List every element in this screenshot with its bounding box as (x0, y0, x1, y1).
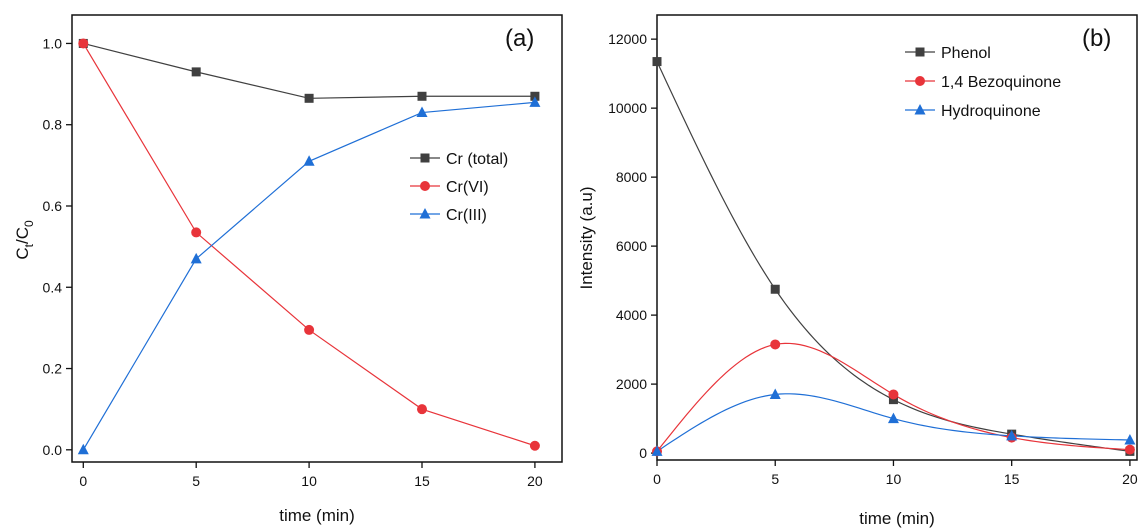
y-tick-label: 0.8 (43, 117, 63, 133)
data-point-cr-iii (416, 106, 428, 118)
data-point-cr-vi (78, 38, 89, 49)
data-point-hydroquinone (1006, 429, 1018, 441)
series-line-cr-vi (82, 43, 536, 447)
x-tick-label: 15 (414, 473, 430, 489)
data-point-cr-total (304, 93, 314, 103)
data-point-hydroquinone (769, 388, 781, 399)
panel-b-legend: Phenol 1,4 Bezoquinone Hydroquinone (905, 45, 1061, 120)
legend-label-cr-vi: Cr(VI) (446, 179, 489, 196)
panel-b-label: (b) (1082, 25, 1111, 52)
x-tick-label: 15 (1004, 471, 1020, 487)
data-point-cr-iii (303, 155, 315, 166)
panel-a-x-axis-title: time (min) (279, 506, 355, 525)
panel-b-x-axis-title: time (min) (859, 509, 935, 528)
y-tick-label: 2000 (616, 376, 647, 392)
x-tick-label: 5 (771, 471, 779, 487)
data-point-cr-iii (190, 252, 202, 264)
legend-label-phenol: Phenol (941, 45, 991, 62)
series-line-cr-total (83, 42, 535, 99)
data-point-1-4-bezoquinone (1124, 444, 1135, 455)
data-point-hydroquinone (887, 412, 899, 424)
legend-label-hydroquinone: Hydroquinone (941, 103, 1041, 120)
legend-marker-hydroquinone (914, 104, 926, 115)
panel-a-ticks: 0 5 10 15 20 0.0 0.2 0.4 0.6 0.8 1.0 (43, 35, 543, 489)
panel-a-y-axis-title-slash: /C (13, 227, 32, 244)
y-tick-label: 0.0 (43, 442, 63, 458)
y-tick-label: 12000 (608, 31, 647, 47)
panel-a-series-lines (82, 42, 536, 451)
panel-a-y-axis-title-sub2: 0 (22, 220, 36, 227)
data-point-cr-total (530, 91, 540, 101)
panel-a-y-axis-title-sub1: t (22, 243, 36, 247)
y-tick-label: 0.4 (43, 279, 63, 295)
panel-b-ticks: 0 5 10 15 20 0 2000 4000 6000 8000 10000 12000 (608, 31, 1138, 487)
legend-label-cr-total: Cr (total) (446, 151, 508, 168)
y-tick-label: 6000 (616, 238, 647, 254)
x-tick-label: 10 (301, 473, 317, 489)
x-tick-label: 0 (79, 473, 87, 489)
y-tick-label: 10000 (608, 100, 647, 116)
legend-marker-cr-iii (419, 208, 431, 219)
data-point-cr-total (417, 91, 427, 101)
data-point-1-4-bezoquinone (770, 339, 781, 350)
legend-marker-cr-vi (420, 181, 430, 191)
data-point-phenol (652, 57, 662, 67)
data-point-cr-vi (191, 227, 202, 238)
panel-b-plot-frame (656, 14, 1138, 461)
y-tick-label: 0 (639, 445, 647, 461)
panel-b-y-axis-title: Intensity (a.u) (577, 187, 596, 290)
legend-label-1-4-bezoquinone: 1,4 Bezoquinone (941, 74, 1061, 91)
panel-a-series-markers (77, 38, 541, 455)
y-tick-label: 0.2 (43, 361, 63, 377)
x-tick-label: 20 (1122, 471, 1138, 487)
data-point-hydroquinone (1124, 433, 1136, 445)
y-tick-label: 8000 (616, 169, 647, 185)
data-point-phenol (888, 395, 898, 405)
data-point-cr-vi (304, 324, 315, 335)
data-point-cr-iii (77, 443, 89, 455)
legend-label-cr-iii: Cr(III) (446, 207, 487, 224)
y-tick-label: 4000 (616, 307, 647, 323)
legend-marker-cr-total (420, 153, 430, 163)
panel-a-y-axis-title-main: C (13, 247, 32, 259)
panel-a-label: (a) (505, 25, 534, 52)
x-tick-label: 0 (653, 471, 661, 487)
x-tick-label: 20 (527, 473, 543, 489)
data-point-cr-iii (529, 96, 541, 107)
legend-marker-phenol (915, 47, 925, 57)
data-point-1-4-bezoquinone (888, 389, 899, 400)
legend-marker-1-4-bezoquinone (915, 76, 925, 86)
data-point-phenol (770, 284, 780, 294)
panel-a: 0 5 10 15 20 0.0 0.2 0.4 0.6 0.8 1.0 (a) time (min… (13, 14, 563, 525)
y-tick-label: 1.0 (43, 35, 63, 51)
panel-a-legend: Cr (total) Cr(VI) Cr(III) (410, 151, 508, 224)
panel-b-series-markers (651, 57, 1136, 457)
x-tick-label: 10 (886, 471, 902, 487)
y-tick-label: 0.6 (43, 198, 63, 214)
panel-a-y-axis-title: Ct/C0 (13, 220, 36, 260)
data-point-cr-total (191, 67, 201, 77)
panel-a-plot-frame (71, 14, 563, 463)
data-point-cr-vi (417, 404, 427, 415)
x-tick-label: 5 (192, 473, 200, 489)
data-point-hydroquinone (651, 445, 663, 456)
data-point-cr-vi (529, 440, 540, 451)
